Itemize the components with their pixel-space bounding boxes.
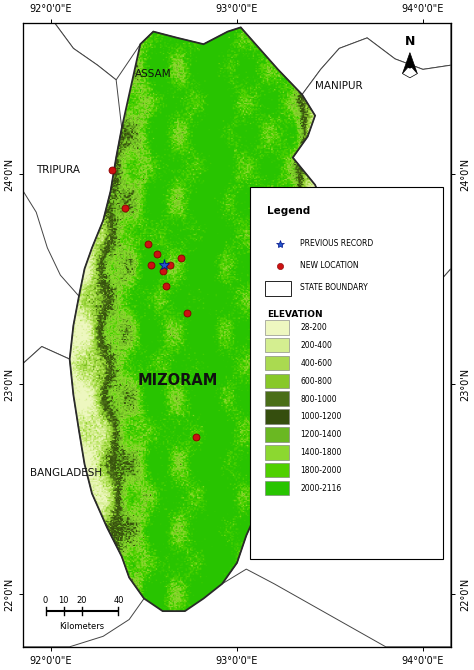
Polygon shape (402, 65, 417, 78)
Text: 40: 40 (113, 596, 124, 605)
FancyBboxPatch shape (265, 281, 291, 296)
Polygon shape (222, 269, 451, 647)
Polygon shape (23, 23, 122, 296)
Text: 200-400: 200-400 (300, 341, 332, 350)
Text: MANIPUR: MANIPUR (315, 81, 363, 91)
Text: Kilometers: Kilometers (59, 622, 104, 630)
FancyBboxPatch shape (265, 320, 289, 334)
Text: 2000-2116: 2000-2116 (300, 484, 341, 492)
Text: 10: 10 (58, 596, 69, 605)
Text: 1400-1800: 1400-1800 (300, 448, 342, 457)
Circle shape (408, 63, 412, 68)
FancyBboxPatch shape (265, 480, 289, 495)
FancyBboxPatch shape (265, 374, 289, 388)
Text: N: N (405, 36, 415, 48)
FancyBboxPatch shape (265, 391, 289, 406)
Text: 800-1000: 800-1000 (300, 395, 337, 403)
FancyBboxPatch shape (265, 427, 289, 442)
Text: 400-600: 400-600 (300, 359, 332, 368)
Text: BANGLADESH: BANGLADESH (30, 468, 102, 478)
Text: 1800-2000: 1800-2000 (300, 466, 342, 475)
Text: 0: 0 (43, 596, 48, 605)
Polygon shape (293, 38, 451, 389)
Polygon shape (23, 23, 451, 94)
Text: ASSAM: ASSAM (135, 68, 172, 78)
Text: PREVIOUS RECORD: PREVIOUS RECORD (300, 239, 374, 248)
Polygon shape (402, 52, 417, 74)
Text: 1000-1200: 1000-1200 (300, 413, 342, 421)
FancyBboxPatch shape (265, 409, 289, 424)
Text: TRIPURA: TRIPURA (36, 165, 81, 175)
Text: 600-800: 600-800 (300, 377, 332, 386)
Polygon shape (23, 346, 144, 647)
Text: STATE BOUNDARY: STATE BOUNDARY (300, 283, 368, 292)
Polygon shape (23, 101, 92, 363)
FancyBboxPatch shape (265, 356, 289, 371)
FancyBboxPatch shape (265, 338, 289, 352)
Text: 1200-1400: 1200-1400 (300, 430, 342, 440)
FancyBboxPatch shape (265, 463, 289, 478)
FancyBboxPatch shape (265, 445, 289, 460)
Text: 20: 20 (77, 596, 87, 605)
Text: NEW LOCATION: NEW LOCATION (300, 261, 359, 270)
Polygon shape (70, 27, 334, 611)
Text: Legend: Legend (267, 206, 310, 216)
Text: MIZORAM: MIZORAM (137, 373, 218, 388)
Text: 28-200: 28-200 (300, 323, 327, 332)
FancyBboxPatch shape (250, 187, 443, 559)
Text: MYNMAR: MYNMAR (340, 299, 386, 310)
Text: ELEVATION: ELEVATION (267, 310, 322, 318)
